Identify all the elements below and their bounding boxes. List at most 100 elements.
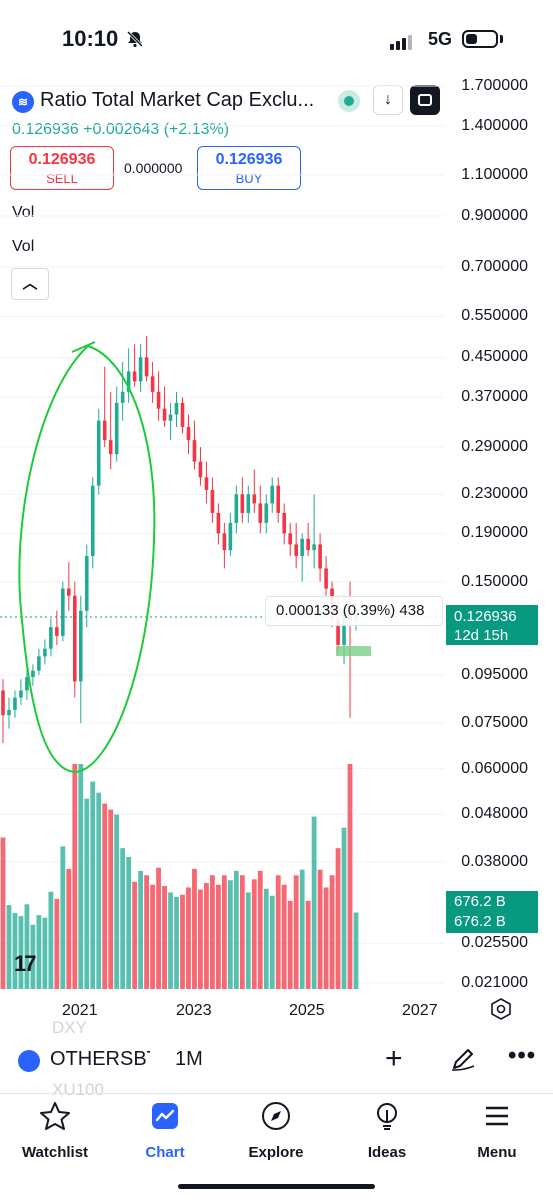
volume-bar [305,900,311,989]
candle [270,477,275,513]
chart-icon [152,1103,178,1129]
candle [108,391,113,470]
candle [90,477,95,569]
candle [84,544,89,628]
nav-chart[interactable]: Chart [115,1100,215,1161]
status-time: 10:10 [62,26,119,51]
volume-bar [239,875,245,989]
volume-bar [335,848,341,989]
candle [19,679,23,705]
candle [300,533,304,582]
candle [318,533,322,582]
candle [228,512,233,557]
add-plus-icon[interactable]: + [385,1042,403,1075]
candle [276,477,281,523]
star-icon [40,1102,70,1130]
nav-label-menu: Menu [477,1144,517,1161]
battery-tip [500,35,503,43]
candle [282,503,287,545]
volume-bar [192,868,197,989]
price-axis-label: 0.550000 [461,307,528,325]
price-axis-label: 0.290000 [461,438,528,456]
volume-bar [186,887,191,989]
price-axis-label: 0.075000 [461,714,528,732]
candle [294,522,298,569]
candle [138,344,143,392]
candle [306,522,310,557]
more-options-icon[interactable]: ••• [508,1042,537,1069]
arrow-down-button[interactable]: ↓ [373,85,403,115]
time-axis-2027: 2027 [402,1002,438,1019]
symbol-code[interactable]: OTHERSBTC [50,1048,150,1070]
indicator-vol-1[interactable]: Vol [12,204,35,221]
candle [55,610,59,645]
price-axis-label: 0.450000 [461,348,528,366]
lightbulb-icon [377,1103,397,1130]
volume-bar [323,887,329,989]
fullscreen-button[interactable] [410,85,440,115]
volume-bar [275,875,281,989]
volume-bar [138,870,144,989]
volume-bar [12,912,18,989]
volume-bar [281,884,287,989]
candle [222,522,227,569]
symbol-title[interactable]: Ratio Total Market Cap Exclu... [40,89,315,111]
price-axis-label: 1.700000 [461,77,528,94]
volume-bar [353,912,359,989]
drawing-pen-icon[interactable] [450,1046,476,1072]
nav-watchlist[interactable]: Watchlist [5,1100,105,1161]
price-axis-label: 0.095000 [461,665,528,683]
chart-settings-icon[interactable] [490,998,512,1020]
volume-bar [168,892,173,989]
candle [252,469,257,513]
price-axis-label: 0.700000 [461,258,528,276]
volume-bar [198,889,203,989]
volume-bar [204,882,209,989]
candle [216,503,221,545]
volume-tag: 676.2 B 676.2 B [446,891,538,933]
volume-bar [66,868,72,989]
volume-bar [108,809,114,989]
candle [67,562,71,611]
candle [114,386,119,462]
candle [246,485,251,523]
volume-bar [6,905,12,989]
nav-menu[interactable]: Menu [447,1100,547,1161]
volume-bar [227,880,233,989]
last-price-value: 0.126936 [454,608,517,625]
volume-bar [90,781,96,989]
volume-bars [0,764,359,989]
volume-bar [174,896,179,989]
collapse-indicators-button[interactable]: ︿ [11,268,49,300]
price-axis-label: 0.370000 [461,388,528,406]
compass-icon [262,1102,290,1130]
interval-selector[interactable]: 1M [175,1048,203,1070]
measure-label: 0.000133 (0.39%) 438 [265,596,443,626]
bell-slash-icon [126,30,144,48]
volume-bar [60,846,66,989]
candle [61,581,65,642]
nav-label-explore: Explore [248,1144,304,1161]
nav-explore[interactable]: Explore [226,1100,326,1161]
volume-bar [287,900,293,989]
candle [288,522,292,557]
volume-bar [156,867,161,989]
chart-canvas[interactable] [0,60,553,1060]
tradingview-logo-icon[interactable]: 17 [14,951,37,976]
candle [168,402,173,441]
candle [174,391,179,427]
sell-price: 0.126936 [28,151,96,168]
indicator-vol-2[interactable]: Vol [12,238,35,255]
candle [7,697,11,729]
spread-value: 0.000000 [124,160,183,176]
market-open-indicator[interactable] [338,90,360,112]
nav-ideas[interactable]: Ideas [337,1100,437,1161]
highlight-zone [336,646,371,656]
volume-bar [24,904,30,989]
nav-separator [0,1093,553,1094]
price-axis-label: 1.100000 [461,165,528,183]
symbol-small-logo-icon [18,1050,40,1072]
hamburger-icon [486,1106,508,1126]
nav-label-chart: Chart [145,1144,185,1161]
candle [37,648,41,675]
